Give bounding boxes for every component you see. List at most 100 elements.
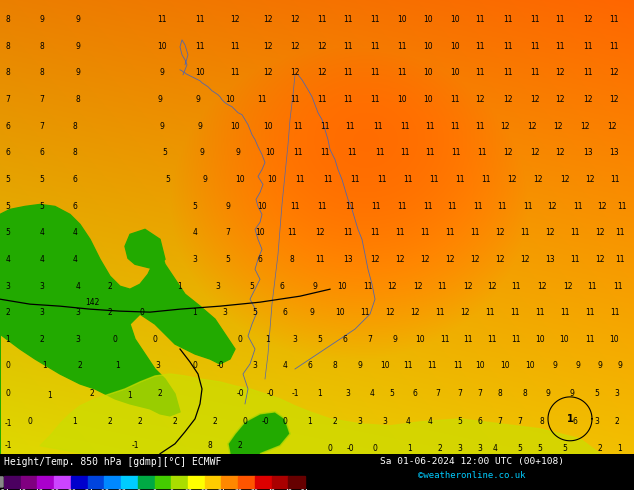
Text: 12: 12 (263, 16, 273, 24)
Text: 10: 10 (559, 335, 569, 343)
Text: 11: 11 (573, 202, 583, 211)
Text: 3: 3 (477, 444, 482, 453)
Text: 10: 10 (267, 175, 277, 184)
Text: 1: 1 (48, 392, 53, 400)
Text: 6: 6 (169, 489, 173, 490)
Bar (155, 476, 171, 488)
Bar (71, 476, 87, 488)
Text: 11: 11 (455, 175, 465, 184)
Text: 9: 9 (160, 122, 164, 131)
Text: 2: 2 (172, 417, 178, 426)
Text: 11: 11 (363, 282, 373, 291)
Text: 11: 11 (370, 228, 380, 237)
Text: 4: 4 (493, 444, 498, 453)
Text: 1: 1 (73, 417, 77, 426)
Text: 12: 12 (609, 68, 619, 77)
Text: 12: 12 (503, 148, 513, 157)
Text: 0: 0 (6, 390, 10, 398)
Text: 9: 9 (569, 390, 574, 398)
Text: 11: 11 (503, 16, 513, 24)
Text: 9: 9 (576, 362, 581, 370)
Text: 10: 10 (335, 308, 345, 317)
Text: 6: 6 (283, 308, 287, 317)
Text: 11: 11 (403, 175, 413, 184)
Text: 12: 12 (315, 228, 325, 237)
Text: 12: 12 (317, 42, 327, 51)
Text: 8: 8 (6, 42, 10, 51)
Text: 11: 11 (476, 122, 485, 131)
Text: 5: 5 (250, 282, 254, 291)
Text: 9: 9 (313, 282, 318, 291)
Text: 10: 10 (423, 42, 433, 51)
Text: 13: 13 (545, 255, 555, 264)
Text: 10: 10 (230, 122, 240, 131)
Text: 12: 12 (470, 255, 480, 264)
Text: 11: 11 (195, 42, 205, 51)
Text: 11: 11 (473, 202, 482, 211)
Text: 10: 10 (263, 122, 273, 131)
Text: 12: 12 (563, 282, 573, 291)
Text: 2: 2 (108, 308, 112, 317)
Text: 8: 8 (75, 95, 81, 104)
Text: 7: 7 (39, 95, 44, 104)
Text: -18: -18 (98, 489, 110, 490)
Text: 10: 10 (423, 95, 433, 104)
Text: 11: 11 (511, 335, 521, 343)
Text: 8: 8 (498, 390, 502, 398)
Text: 11: 11 (611, 308, 620, 317)
Text: 11: 11 (485, 308, 495, 317)
Text: 12: 12 (263, 68, 273, 77)
Text: 1: 1 (193, 308, 197, 317)
Text: 10: 10 (450, 42, 460, 51)
Text: 11: 11 (295, 175, 305, 184)
Text: 11: 11 (375, 148, 385, 157)
FancyArrow shape (0, 476, 3, 488)
Bar (21, 476, 37, 488)
Text: 24: 24 (217, 489, 226, 490)
Text: 3: 3 (39, 282, 44, 291)
Text: 2: 2 (333, 417, 337, 426)
Text: 5: 5 (6, 228, 10, 237)
Text: 11: 11 (195, 16, 205, 24)
Text: 11: 11 (315, 255, 325, 264)
Text: 10: 10 (535, 335, 545, 343)
Text: 11: 11 (476, 16, 485, 24)
Text: 11: 11 (555, 42, 565, 51)
Text: 10: 10 (450, 68, 460, 77)
Text: 4: 4 (6, 255, 10, 264)
Text: 12: 12 (555, 148, 565, 157)
Text: 11: 11 (585, 335, 595, 343)
Text: 12: 12 (413, 282, 423, 291)
Text: 13: 13 (343, 255, 353, 264)
Text: 18: 18 (201, 489, 209, 490)
Text: 2: 2 (77, 362, 82, 370)
Bar (105, 476, 121, 488)
Text: 6: 6 (477, 417, 482, 426)
Text: 8: 8 (540, 417, 545, 426)
Text: 2: 2 (6, 308, 10, 317)
Text: 2: 2 (158, 390, 162, 398)
Text: 11: 11 (453, 362, 463, 370)
Text: 11: 11 (511, 282, 521, 291)
Text: 11: 11 (425, 122, 435, 131)
Text: 13: 13 (583, 148, 593, 157)
Text: 2: 2 (138, 417, 143, 426)
Text: 12: 12 (527, 122, 537, 131)
Text: 11: 11 (360, 308, 370, 317)
Text: 12: 12 (553, 122, 563, 131)
Text: 142: 142 (85, 297, 99, 307)
Text: 11: 11 (372, 202, 381, 211)
Text: 11: 11 (370, 95, 380, 104)
Text: 7: 7 (498, 417, 502, 426)
Text: 9: 9 (75, 68, 81, 77)
Text: -1: -1 (131, 441, 139, 450)
Text: ©weatheronline.co.uk: ©weatheronline.co.uk (418, 471, 526, 480)
Text: 3: 3 (595, 417, 599, 426)
Text: 11: 11 (320, 148, 330, 157)
Bar (121, 476, 138, 488)
Text: 11: 11 (323, 175, 333, 184)
Text: -0: -0 (346, 444, 354, 453)
Text: 11: 11 (343, 68, 353, 77)
Text: 8: 8 (290, 255, 294, 264)
Text: 11: 11 (395, 228, 404, 237)
